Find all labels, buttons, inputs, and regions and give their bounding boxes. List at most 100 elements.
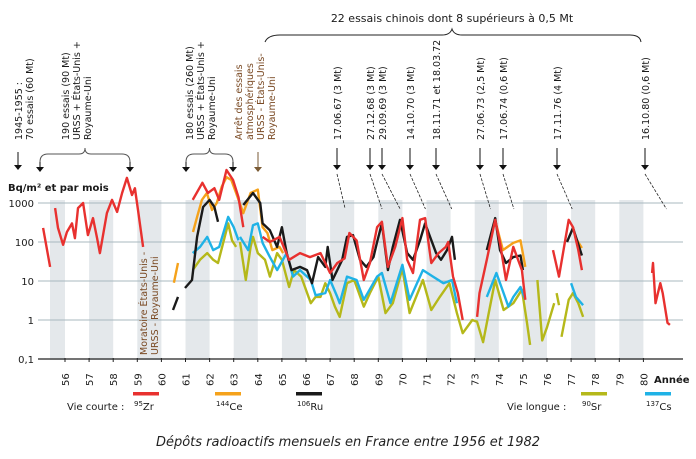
isotope-mass: 90 xyxy=(582,400,591,408)
arrowhead-icon xyxy=(553,165,561,170)
annotation-test-date: 29.09.69 (3 Mt) xyxy=(378,66,389,140)
annotation-test-date: 17.06.74 (0,6 Mt) xyxy=(499,57,510,140)
annotation-1961-1962-tests: URSS + États-Unis + xyxy=(195,41,207,140)
isotope-mass: 137 xyxy=(646,400,659,408)
legend-label-zr: 95Zr xyxy=(134,400,155,413)
year-band xyxy=(89,200,114,360)
arrowhead-icon xyxy=(229,167,237,172)
arrowhead-icon xyxy=(378,165,386,170)
y-axis-label: Bq/m² et par mois xyxy=(8,183,109,194)
legend-swatch-ru xyxy=(296,392,322,396)
x-tick-label: 73 xyxy=(471,373,482,386)
isotope-name: Ru xyxy=(310,402,323,413)
annotation-test-date: 16.10.80 (0,6 Mt) xyxy=(641,57,652,140)
isotope-name: Zr xyxy=(143,402,155,413)
annotation-1961-1962-tests: 180 essais (260 Mt) xyxy=(185,46,196,140)
legend-label-ce: 144Ce xyxy=(216,400,243,413)
arrowhead-icon xyxy=(641,165,649,170)
annotation-test-date: 17.06.67 (3 Mt) xyxy=(333,66,344,140)
isotope-name: Sr xyxy=(591,402,602,413)
arrowhead-icon xyxy=(406,165,414,170)
arrowhead-icon xyxy=(366,165,374,170)
y-tick-label: 10 xyxy=(21,277,34,288)
leader-line xyxy=(336,173,346,210)
y-axis-label-text: Bq/m² et par mois xyxy=(8,183,109,194)
chart-title: Dépôts radioactifs mensuels en France en… xyxy=(156,435,540,450)
arrowhead-icon xyxy=(333,165,341,170)
gridlines: 1000 100 10 1 0,1 56 57 58 59 60 61 62 63 64 65 66 67 68 6… xyxy=(9,199,683,386)
annotation-test-ban: Royaume-Uni xyxy=(267,76,278,140)
y-tick-label: 100 xyxy=(15,238,34,249)
year-band xyxy=(185,200,210,360)
x-tick-label: 59 xyxy=(133,373,144,386)
year-band xyxy=(522,200,547,360)
annotation-1945-1955: 70 essais (60 Mt) xyxy=(25,58,36,140)
x-tick-label: 63 xyxy=(230,373,241,386)
x-tick-label: 70 xyxy=(398,373,409,386)
brace-chinese-tests xyxy=(264,27,642,43)
isotope-mass: 144 xyxy=(216,400,230,408)
x-tick-label: 61 xyxy=(182,373,193,386)
legend-long-label: Vie longue : xyxy=(507,402,566,413)
x-tick-label: 57 xyxy=(85,373,96,386)
legend-swatch-sr xyxy=(581,392,607,396)
isotope-mass: 95 xyxy=(134,400,143,408)
leader-line xyxy=(556,173,573,210)
annotation-1961-1962-tests: Royaume-Uni xyxy=(207,76,218,140)
arrowhead-icon xyxy=(254,167,262,172)
legend-items: 95Zr 144Ce 106Ru 90Sr 137Cs xyxy=(133,392,672,413)
annotation-test-date: 17.11.76 (4 Mt) xyxy=(553,66,564,140)
brace xyxy=(39,147,131,163)
isotope-name: Ce xyxy=(229,402,242,413)
legend-label-cs: 137Cs xyxy=(646,400,672,413)
annotation-test-ban: Arrêt des essais xyxy=(234,64,245,140)
x-tick-label: 76 xyxy=(543,373,554,386)
legend-short-label: Vie courte : xyxy=(67,402,124,413)
annotations: 1945-1955 :70 essais (60 Mt) 190 essais (… xyxy=(14,12,667,355)
series-line-cs xyxy=(191,215,585,308)
series-line-sr xyxy=(191,222,585,346)
annotation-test-date: 27.06.73 (2,5 Mt) xyxy=(476,57,487,140)
annotation-test-ban: URSS - États-Unis- xyxy=(255,53,267,140)
leader-line xyxy=(479,173,491,210)
leader-line xyxy=(369,173,383,210)
arrowhead-icon xyxy=(476,165,484,170)
isotope-name: Cs xyxy=(659,402,671,413)
leader-line xyxy=(435,173,453,210)
x-tick-label: 79 xyxy=(615,373,626,386)
x-tick-label: 64 xyxy=(254,373,265,386)
x-tick-label: 62 xyxy=(206,373,217,386)
legend-swatch-cs xyxy=(645,392,671,396)
arrowhead-icon xyxy=(182,167,190,172)
series-line-ce xyxy=(172,176,583,284)
annotation-test-date: 14.10.70 (3 Mt) xyxy=(406,66,417,140)
series-line-zr xyxy=(41,168,671,326)
arrowhead-icon xyxy=(126,167,134,172)
leader-line xyxy=(409,173,426,210)
annotation-test-ban: atmosphériques xyxy=(245,63,256,140)
arrowhead-icon xyxy=(14,165,22,170)
x-tick-label: 67 xyxy=(326,373,337,386)
legend-label-ru: 106Ru xyxy=(297,400,323,413)
legend-label-sr: 90Sr xyxy=(582,400,602,413)
arrowhead-icon xyxy=(36,167,44,172)
year-band xyxy=(330,200,355,360)
x-axis-label: Année xyxy=(654,374,690,386)
annotation-1945-1955: 1945-1955 : xyxy=(14,82,25,140)
leader-line xyxy=(502,173,515,210)
arrowhead-icon xyxy=(499,165,507,170)
x-tick-label: 77 xyxy=(567,373,578,386)
arrowhead-icon xyxy=(432,165,440,170)
leader-line xyxy=(381,173,401,210)
x-tick-label: 60 xyxy=(157,373,168,386)
leader-line xyxy=(644,173,667,210)
annotation-1958-tests: 190 essais (90 Mt) xyxy=(61,52,72,140)
annotation-1958-tests: URSS + États-Unis + xyxy=(71,41,83,140)
x-tick-label: 56 xyxy=(61,373,72,386)
x-tick-label: 78 xyxy=(591,373,602,386)
y-tick-label: 0,1 xyxy=(18,355,34,366)
x-tick-label: 66 xyxy=(302,373,313,386)
legend-swatch-ce xyxy=(215,392,241,396)
year-bands xyxy=(50,200,644,360)
series-lines xyxy=(41,168,671,346)
